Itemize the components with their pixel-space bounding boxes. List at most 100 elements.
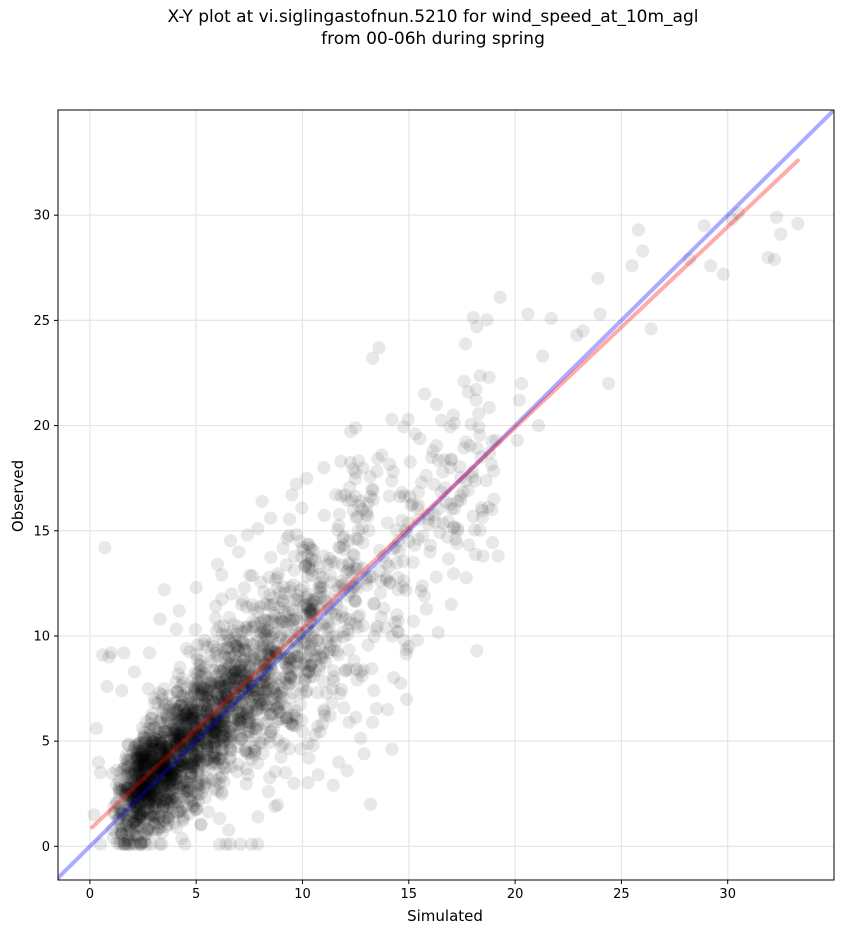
data-point xyxy=(144,734,158,748)
data-point xyxy=(400,525,414,539)
data-point xyxy=(350,558,364,572)
data-point xyxy=(163,756,177,771)
data-point xyxy=(231,619,245,633)
data-point xyxy=(194,786,208,800)
data-point xyxy=(297,635,311,650)
data-point xyxy=(200,702,214,717)
data-point xyxy=(367,629,381,644)
data-point xyxy=(268,668,282,683)
data-point xyxy=(159,802,174,816)
data-point xyxy=(243,674,257,688)
data-point xyxy=(145,762,159,776)
data-point xyxy=(235,625,249,639)
data-point xyxy=(204,707,218,721)
data-point xyxy=(303,540,317,555)
data-point xyxy=(195,714,209,728)
data-point xyxy=(273,689,287,703)
data-point xyxy=(163,731,177,745)
data-point xyxy=(156,771,170,786)
data-point xyxy=(204,677,218,691)
data-point xyxy=(313,725,327,739)
data-point xyxy=(217,699,231,713)
data-point xyxy=(144,711,158,725)
data-point xyxy=(277,580,291,594)
data-point xyxy=(183,738,197,752)
data-point xyxy=(241,712,255,726)
data-point xyxy=(181,757,196,771)
data-point xyxy=(279,634,294,648)
data-point xyxy=(193,750,207,765)
data-point xyxy=(188,753,202,767)
data-point xyxy=(228,647,242,661)
data-point xyxy=(159,767,173,781)
data-point xyxy=(228,662,242,677)
data-point xyxy=(131,751,145,765)
data-point xyxy=(129,837,143,851)
data-point xyxy=(144,753,158,767)
data-point xyxy=(188,729,203,743)
data-point xyxy=(454,470,468,484)
data-point xyxy=(125,791,139,805)
data-point xyxy=(169,772,183,786)
data-point xyxy=(410,633,424,647)
data-point xyxy=(192,678,206,692)
data-point xyxy=(260,623,274,637)
data-point xyxy=(170,755,185,769)
data-point xyxy=(159,793,173,807)
regression-line xyxy=(90,158,800,830)
data-point xyxy=(241,703,255,717)
data-point xyxy=(256,746,270,761)
data-point xyxy=(181,690,195,704)
data-point xyxy=(259,614,273,628)
data-point xyxy=(190,801,204,815)
data-point xyxy=(279,676,293,690)
data-point xyxy=(136,744,150,758)
data-point xyxy=(454,493,468,507)
data-point xyxy=(286,719,300,733)
data-point xyxy=(201,683,215,697)
data-point xyxy=(140,795,154,810)
data-point xyxy=(475,510,489,525)
data-point xyxy=(181,737,195,751)
data-point xyxy=(385,474,399,488)
data-point xyxy=(184,766,198,780)
data-point xyxy=(387,671,401,685)
data-point xyxy=(145,789,159,803)
data-point xyxy=(434,485,448,499)
data-point xyxy=(207,726,221,740)
data-point xyxy=(414,584,428,598)
data-point xyxy=(120,754,134,768)
data-point xyxy=(142,793,156,807)
data-point xyxy=(87,808,101,822)
data-point xyxy=(252,667,266,681)
data-point xyxy=(200,676,214,690)
data-point xyxy=(170,725,184,739)
data-point xyxy=(173,709,187,723)
data-point xyxy=(223,660,237,674)
data-point xyxy=(223,727,237,741)
data-point xyxy=(248,747,262,762)
data-point xyxy=(268,615,282,629)
data-point xyxy=(164,764,178,779)
data-point xyxy=(164,784,178,798)
data-point xyxy=(248,662,262,676)
data-point xyxy=(136,772,150,786)
data-point xyxy=(367,684,381,698)
data-point xyxy=(178,707,192,722)
data-point xyxy=(184,696,199,710)
data-point xyxy=(386,542,400,556)
data-point xyxy=(176,758,190,773)
data-point xyxy=(166,768,180,782)
data-point xyxy=(266,597,280,612)
data-point xyxy=(251,718,265,732)
data-point xyxy=(248,670,262,684)
data-point xyxy=(305,603,319,617)
data-point xyxy=(140,747,154,762)
data-point xyxy=(135,748,149,762)
data-point xyxy=(335,604,349,618)
data-point xyxy=(139,757,154,772)
data-point xyxy=(228,681,242,696)
data-point xyxy=(130,795,144,809)
data-point xyxy=(357,747,371,761)
data-point xyxy=(341,558,356,572)
